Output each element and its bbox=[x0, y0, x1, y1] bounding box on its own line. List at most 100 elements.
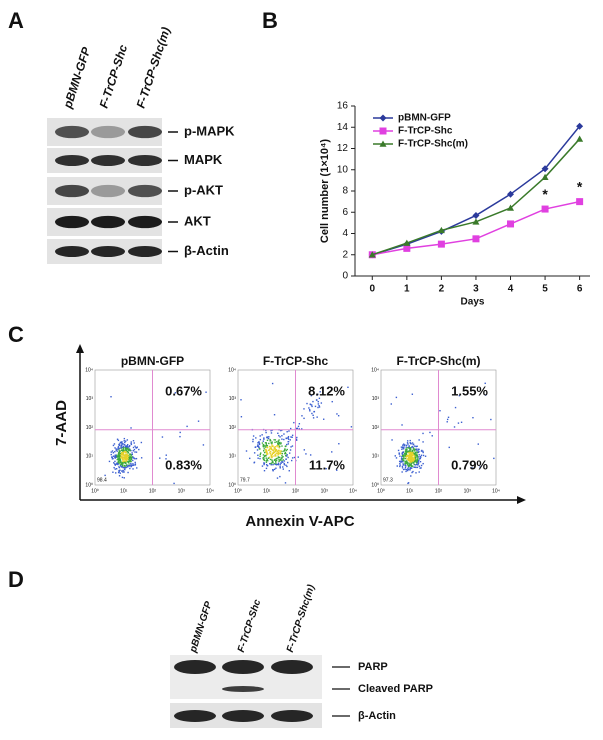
event-dot bbox=[117, 448, 119, 451]
event-dot bbox=[125, 458, 128, 460]
event-dot bbox=[303, 417, 305, 420]
event-dot bbox=[413, 450, 416, 452]
event-dot bbox=[285, 458, 287, 460]
event-dot bbox=[408, 447, 411, 449]
event-dot bbox=[114, 454, 116, 456]
plot-title: F-TrCP-Shc(m) bbox=[397, 354, 481, 368]
event-dot bbox=[277, 444, 279, 447]
event-dot bbox=[262, 440, 265, 442]
event-dot bbox=[118, 451, 120, 453]
event-dot bbox=[282, 456, 284, 458]
event-dot bbox=[124, 441, 126, 444]
blot-band bbox=[128, 125, 162, 139]
event-dot bbox=[254, 446, 257, 448]
event-dot bbox=[416, 450, 418, 452]
event-dot bbox=[117, 460, 120, 462]
event-dot bbox=[409, 455, 411, 458]
quadrant-percent: 0.67% bbox=[165, 383, 202, 398]
event-dot bbox=[401, 448, 403, 450]
event-dot bbox=[308, 408, 311, 411]
event-dot bbox=[405, 460, 408, 462]
event-dot bbox=[121, 457, 124, 459]
event-dot bbox=[403, 446, 405, 449]
event-dot bbox=[422, 451, 424, 454]
event-dot bbox=[414, 459, 416, 461]
event-dot bbox=[265, 443, 268, 445]
y-tick-label: 10³ bbox=[372, 396, 380, 402]
event-dot bbox=[263, 437, 265, 439]
event-dot bbox=[415, 457, 417, 460]
event-dot bbox=[121, 453, 123, 456]
event-dot bbox=[257, 457, 259, 459]
event-dot bbox=[414, 453, 417, 455]
event-dot bbox=[410, 460, 412, 463]
y-tick-label: 10¹ bbox=[372, 454, 380, 460]
event-dot bbox=[405, 465, 407, 467]
event-dot bbox=[119, 457, 122, 459]
event-dot bbox=[282, 459, 284, 461]
event-dot bbox=[133, 464, 135, 466]
panel-letter: D bbox=[8, 567, 24, 592]
event-dot bbox=[414, 448, 416, 451]
event-dot bbox=[309, 410, 311, 412]
event-dot bbox=[118, 443, 121, 445]
event-dot bbox=[281, 452, 284, 455]
event-dot bbox=[271, 456, 273, 459]
event-dot bbox=[401, 459, 403, 461]
x-tick-label: 10³ bbox=[178, 488, 186, 494]
event-dot bbox=[126, 453, 128, 455]
event-dot bbox=[120, 455, 122, 457]
event-dot bbox=[424, 455, 427, 457]
event-dot bbox=[265, 431, 267, 434]
event-dot bbox=[407, 451, 410, 453]
event-dot bbox=[284, 451, 287, 454]
event-dot bbox=[133, 448, 136, 451]
event-dot bbox=[408, 447, 410, 449]
event-dot bbox=[268, 436, 270, 438]
event-dot bbox=[120, 463, 123, 466]
event-dot bbox=[279, 445, 281, 448]
event-dot bbox=[271, 456, 273, 458]
event-dot bbox=[417, 464, 419, 466]
event-dot bbox=[114, 447, 116, 449]
event-dot bbox=[270, 442, 272, 444]
band-label: AKT bbox=[184, 213, 211, 228]
event-dot bbox=[402, 461, 404, 463]
event-dot bbox=[117, 471, 120, 474]
event-dot bbox=[123, 466, 125, 469]
event-dot bbox=[179, 431, 181, 434]
event-dot bbox=[269, 458, 272, 461]
event-dot bbox=[130, 454, 132, 457]
data-point bbox=[576, 198, 584, 206]
event-dot bbox=[126, 446, 128, 449]
event-dot bbox=[277, 432, 279, 434]
event-dot bbox=[127, 452, 129, 454]
event-dot bbox=[272, 469, 274, 471]
event-dot bbox=[278, 447, 281, 449]
y-tick-label: 10² bbox=[229, 425, 237, 431]
event-dot bbox=[121, 441, 123, 443]
event-dot bbox=[130, 454, 132, 456]
event-dot bbox=[410, 455, 412, 457]
event-dot bbox=[112, 462, 115, 464]
event-dot bbox=[265, 457, 267, 459]
event-dot bbox=[403, 456, 405, 458]
event-dot bbox=[407, 443, 409, 445]
event-dot bbox=[265, 450, 267, 453]
event-dot bbox=[135, 447, 138, 449]
event-dot bbox=[394, 455, 396, 457]
quadrant-percent: 0.83% bbox=[165, 457, 202, 472]
y-axis-label: Cell number (1×10⁴) bbox=[319, 139, 331, 244]
event-dot bbox=[289, 439, 291, 441]
event-dot bbox=[275, 459, 278, 462]
event-dot bbox=[410, 464, 412, 466]
event-dot bbox=[259, 457, 261, 460]
event-dot bbox=[399, 455, 401, 457]
event-dot bbox=[179, 435, 181, 438]
event-dot bbox=[108, 460, 111, 463]
event-dot bbox=[416, 451, 418, 453]
event-dot bbox=[264, 445, 266, 447]
data-point bbox=[576, 135, 584, 142]
event-dot bbox=[411, 446, 413, 448]
event-dot bbox=[278, 439, 280, 441]
